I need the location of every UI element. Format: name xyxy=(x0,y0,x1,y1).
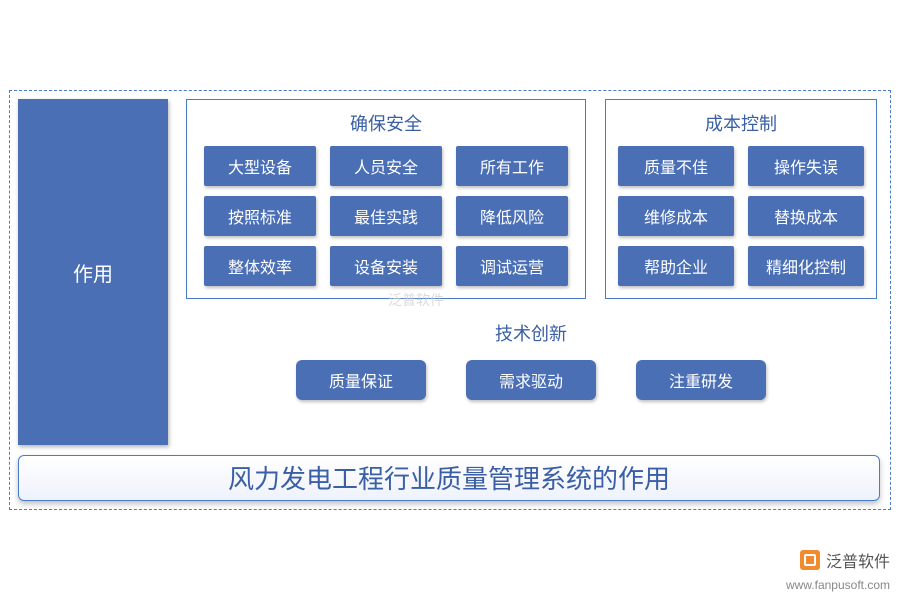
brand-url: www.fanpusoft.com xyxy=(786,578,890,592)
tag-item: 需求驱动 xyxy=(466,360,596,400)
tag-item: 质量保证 xyxy=(296,360,426,400)
innovation-tag-row: 质量保证 需求驱动 注重研发 xyxy=(186,360,876,400)
section-cost-control: 成本控制 质量不佳 操作失误 维修成本 替换成本 帮助企业 精细化控制 xyxy=(605,99,877,299)
brand-icon xyxy=(800,550,820,570)
footer-title-bar: 风力发电工程行业质量管理系统的作用 xyxy=(18,455,880,501)
tag-item: 最佳实践 xyxy=(330,196,442,236)
brand-name: 泛普软件 xyxy=(826,548,890,572)
safety-tag-grid: 大型设备 人员安全 所有工作 按照标准 最佳实践 降低风险 整体效率 设备安装 … xyxy=(187,136,585,286)
tag-item: 整体效率 xyxy=(204,246,316,286)
tag-item: 所有工作 xyxy=(456,146,568,186)
sidebar-role-box: 作用 xyxy=(18,99,168,445)
tag-item: 维修成本 xyxy=(618,196,734,236)
watermark-text: 泛普软件 xyxy=(388,290,444,310)
tag-item: 注重研发 xyxy=(636,360,766,400)
tag-item: 人员安全 xyxy=(330,146,442,186)
tag-item: 精细化控制 xyxy=(748,246,864,286)
tag-item: 操作失误 xyxy=(748,146,864,186)
section-title-cost: 成本控制 xyxy=(606,100,876,136)
section-title-safety: 确保安全 xyxy=(187,100,585,136)
tag-item: 质量不佳 xyxy=(618,146,734,186)
tag-item: 替换成本 xyxy=(748,196,864,236)
brand-label: 泛普软件 xyxy=(800,548,890,572)
sidebar-label: 作用 xyxy=(73,258,113,287)
tag-item: 按照标准 xyxy=(204,196,316,236)
tag-item: 调试运营 xyxy=(456,246,568,286)
cost-tag-grid: 质量不佳 操作失误 维修成本 替换成本 帮助企业 精细化控制 xyxy=(606,136,876,286)
section-title-innovation: 技术创新 xyxy=(186,320,876,346)
tag-item: 帮助企业 xyxy=(618,246,734,286)
section-ensure-safety: 确保安全 大型设备 人员安全 所有工作 按照标准 最佳实践 降低风险 整体效率 … xyxy=(186,99,586,299)
tag-item: 大型设备 xyxy=(204,146,316,186)
tag-item: 设备安装 xyxy=(330,246,442,286)
footer-title-text: 风力发电工程行业质量管理系统的作用 xyxy=(228,464,670,494)
tag-item: 降低风险 xyxy=(456,196,568,236)
